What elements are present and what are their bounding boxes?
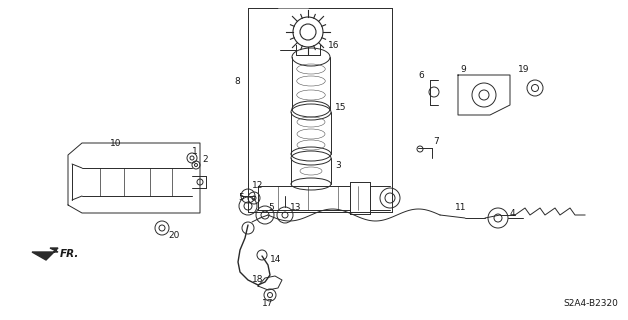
Text: 11: 11 [455,203,467,212]
Text: 20: 20 [168,230,180,239]
Text: 6: 6 [418,70,424,79]
Text: 14: 14 [270,255,281,265]
Text: 8: 8 [234,77,240,86]
Text: 4: 4 [510,209,516,218]
Text: 3: 3 [335,161,341,170]
Text: 17: 17 [262,300,274,308]
Text: 12: 12 [252,180,263,189]
Text: 10: 10 [110,139,121,148]
Text: 15: 15 [335,103,347,113]
Text: 1: 1 [192,148,198,156]
Text: 9: 9 [460,66,466,75]
Text: 2: 2 [202,156,208,164]
Polygon shape [32,248,58,260]
Text: 19: 19 [518,66,529,75]
Text: 5: 5 [238,194,244,203]
Text: S2A4-B2320: S2A4-B2320 [563,299,618,308]
Text: FR.: FR. [60,249,79,259]
Text: 13: 13 [290,203,301,212]
Text: 16: 16 [328,41,340,50]
Text: 18: 18 [252,276,264,284]
Text: 7: 7 [433,138,439,147]
Text: 5: 5 [268,203,274,212]
